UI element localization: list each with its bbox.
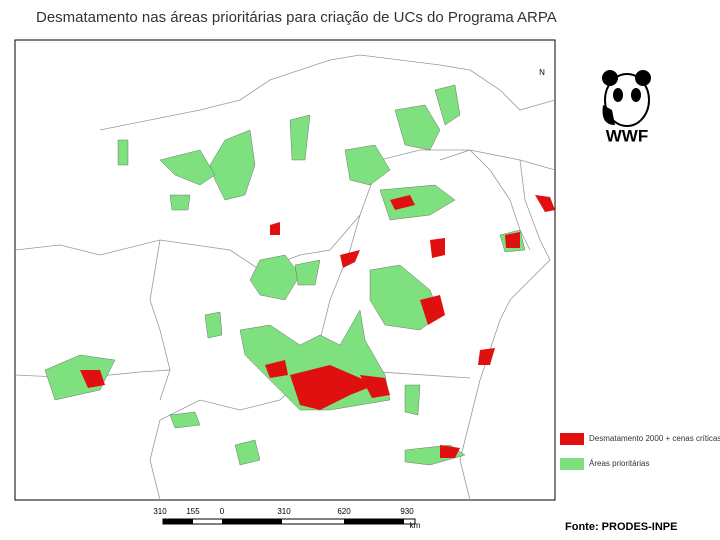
legend-text: Desmatamento 2000 + cenas críticas 2004 [589, 434, 720, 443]
legend-label: Áreas prioritárias [589, 459, 649, 468]
deforestation [80, 195, 555, 458]
scale-label: 310 [153, 507, 167, 516]
scale-label: km [410, 521, 421, 530]
priority-areas [44, 84, 526, 466]
scale-label: 930 [400, 507, 414, 516]
wwf-logo: WWF [602, 70, 651, 145]
source: Fonte: PRODES-INPE [565, 521, 677, 533]
scale-label: 310 [277, 507, 291, 516]
legend-label: Desmatamento 2000 + cenas críticas 2004 [589, 434, 720, 443]
scale-bar [162, 518, 416, 525]
logo-text: WWF [606, 126, 648, 145]
north-arrow: N [539, 68, 545, 77]
scale-label: 0 [220, 507, 225, 516]
legend-swatch [560, 433, 584, 445]
legend-swatch [560, 458, 584, 470]
scale-label: 155 [186, 507, 200, 516]
scale-label: 620 [337, 507, 351, 516]
map-title: Desmatamento nas áreas prioritárias para… [36, 9, 557, 26]
